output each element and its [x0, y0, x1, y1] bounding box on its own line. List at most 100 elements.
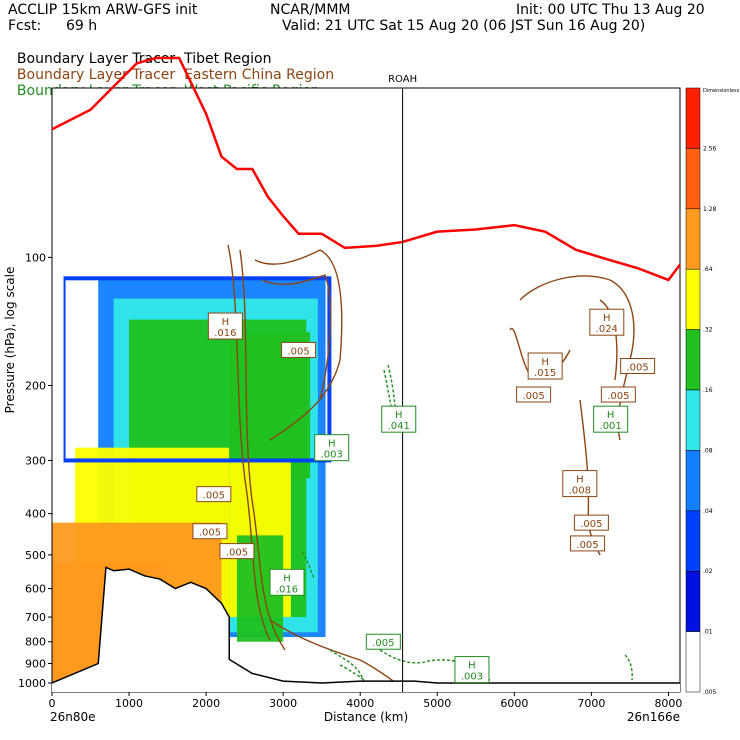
y-tick-label: 1000	[18, 677, 46, 690]
annotation-label: .005	[522, 391, 544, 402]
colorbar-level-label: .16	[703, 387, 713, 394]
annotation-box	[527, 352, 563, 380]
annotation-label: .015	[534, 368, 556, 379]
annotation-box	[454, 656, 490, 684]
annotation-label: .005	[203, 491, 225, 502]
right-endpoint-label: 26n166e	[627, 710, 680, 724]
clear-top	[52, 88, 334, 275]
colorbar-swatch	[685, 87, 701, 149]
colorbar-level-label: .01	[703, 629, 713, 636]
annotation-box	[562, 470, 598, 498]
x-tick-label: 8000	[654, 697, 682, 710]
annotation-label: .005	[607, 391, 629, 402]
annotation-label: H	[222, 317, 230, 328]
annotation-box	[516, 386, 552, 403]
x-tick-label: 2000	[192, 697, 220, 710]
y-tick-label: 700	[25, 611, 46, 624]
annotation-box	[570, 535, 606, 552]
colorbar-swatch	[685, 631, 701, 693]
annotation-box	[620, 358, 656, 375]
annotation-box	[589, 308, 625, 336]
x-tick-label: 1000	[115, 697, 143, 710]
colorbar-level-label: 1.28	[703, 206, 717, 213]
x-tick-label: 0	[49, 697, 56, 710]
annotation-label: H	[541, 357, 549, 368]
x-tick-label: 4000	[346, 697, 374, 710]
fcst-label: Fcst:	[8, 18, 42, 34]
annotation-label: .005	[576, 540, 598, 551]
y-tick-label: 800	[25, 636, 46, 649]
colorbar-swatch	[685, 570, 701, 632]
tracer-prefix: Boundary Layer Tracer	[16, 51, 176, 67]
colorbar-level-label: Dimensionless	[703, 88, 740, 94]
colorbar-swatch	[685, 389, 701, 451]
y-tick-label: 600	[25, 583, 46, 596]
annotation-label: .005	[199, 528, 221, 539]
terrain-mask	[52, 567, 680, 692]
annotation-label: .005	[580, 519, 602, 530]
annotation-label: H	[395, 410, 403, 421]
left-endpoint-label: 26n80e	[50, 710, 96, 724]
colorbar-swatch	[685, 510, 701, 572]
tracer-region: Eastern China Region	[184, 67, 335, 83]
colorbar-level-label: .005	[703, 689, 717, 696]
x-tick-label: 3000	[269, 697, 297, 710]
annotation-label: .003	[321, 450, 343, 461]
tropopause-line	[51, 56, 681, 282]
colorbar-level-label: .32	[703, 327, 713, 334]
tracer-legend-tibet: Boundary Layer Tracer Tibet Region	[8, 35, 272, 67]
y-tick-label: 500	[25, 549, 46, 562]
annotation-label: .005	[226, 548, 248, 559]
overlay-layer: ROAHH.016.005H.003H.041.005.005.005H.016…	[3, 56, 740, 724]
colorbar-level-label: .08	[703, 447, 713, 454]
annotation-label: .008	[569, 486, 591, 497]
annotation-box	[365, 633, 401, 650]
annotation-box	[192, 523, 228, 540]
annotation-label: .003	[461, 672, 483, 683]
terrain-line	[51, 566, 680, 684]
init-time: Init: 00 UTC Thu 13 Aug 20	[516, 2, 705, 18]
y-axis-label: Pressure (hPa), log scale	[3, 267, 17, 414]
colorbar-swatch	[685, 268, 701, 330]
roah-marker-label: ROAH	[388, 74, 417, 85]
y-tick-label: 100	[25, 251, 46, 264]
colorbar-swatch	[685, 148, 701, 210]
y-tick-label: 400	[25, 508, 46, 521]
annotation-box	[269, 568, 305, 596]
annotation-label: H	[468, 661, 476, 672]
annotation-box	[207, 312, 243, 340]
y-tick-label: 900	[25, 658, 46, 671]
annotation-label: H	[576, 475, 584, 486]
tracer-region: Tibet Region	[184, 51, 272, 67]
annotation-box	[600, 386, 636, 403]
annotation-box	[381, 405, 417, 433]
x-tick-label: 6000	[500, 697, 528, 710]
colorbar-level-label: .02	[703, 568, 713, 575]
annotation-label: .005	[626, 363, 648, 374]
annotation-box	[573, 514, 609, 531]
y-tick-label: 200	[25, 379, 46, 392]
annotation-box	[196, 486, 232, 503]
annotation-label: .005	[372, 638, 394, 649]
colorbar-level-label: 2.56	[703, 145, 717, 152]
valid-time: Valid: 21 UTC Sat 15 Aug 20 (06 JST Sun …	[282, 18, 646, 34]
annotation-box	[219, 543, 255, 560]
clear-left	[52, 274, 64, 523]
annotation-label: .041	[388, 421, 410, 432]
annotation-label: H	[607, 410, 615, 421]
colorbar-swatch	[685, 329, 701, 391]
annotation-label: .016	[276, 584, 298, 595]
model-title: ACCLIP 15km ARW-GFS init	[8, 2, 198, 18]
annotation-label: .024	[596, 324, 618, 335]
annotation-label: H	[283, 573, 291, 584]
org-label: NCAR/MMM	[270, 2, 351, 18]
colorbar-level-label: .04	[703, 508, 713, 515]
annotation-box	[314, 434, 350, 462]
tracer-legend-east-china: Boundary Layer Tracer Eastern China Regi…	[8, 51, 334, 83]
tracer-prefix: Boundary Layer Tracer	[16, 67, 176, 83]
colorbar-level-label: .64	[703, 266, 713, 273]
colorbar-swatch	[685, 450, 701, 512]
annotation-label: H	[328, 439, 336, 450]
fcst-value: 69 h	[66, 18, 98, 34]
